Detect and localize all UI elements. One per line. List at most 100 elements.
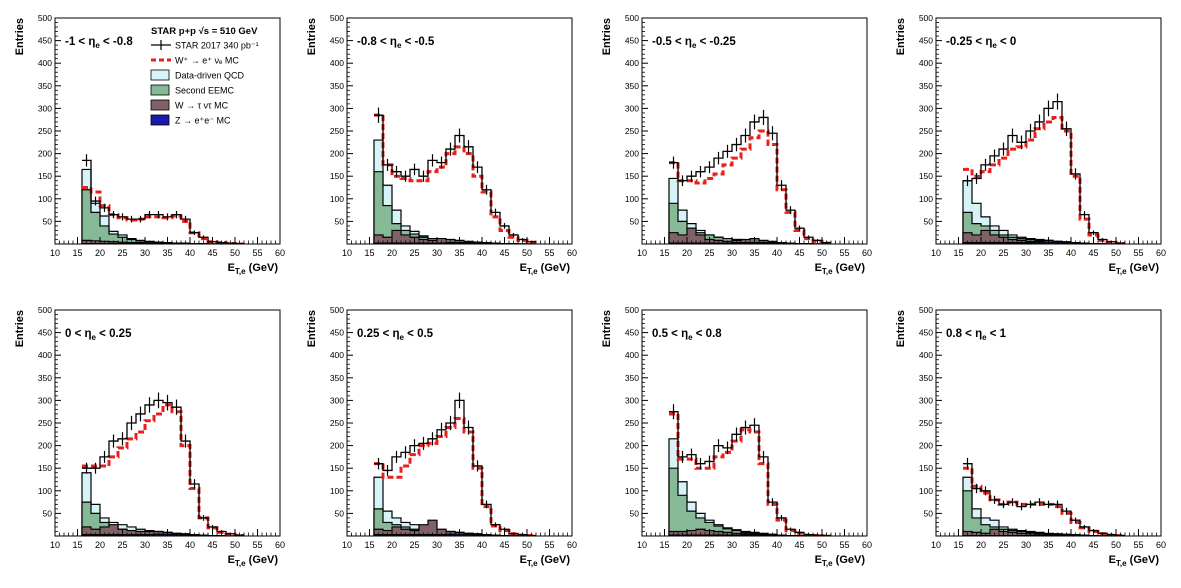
- x-tick-label: 45: [207, 540, 217, 550]
- x-tick-label: 35: [454, 540, 464, 550]
- y-tick-label: 250: [38, 418, 52, 428]
- x-tick-label: 50: [1111, 540, 1121, 550]
- x-tick-label: 55: [252, 248, 262, 258]
- x-tick-label: 50: [1111, 248, 1121, 258]
- eta-label-post: < 0.8: [693, 328, 723, 340]
- y-tick-label: 500: [330, 13, 344, 23]
- y-tick-label: 50: [630, 508, 640, 518]
- panel-eta-label: -0.5 < ηe < -0.25: [652, 36, 736, 50]
- y-tick-label: 100: [38, 486, 52, 496]
- y-tick-label: 450: [919, 328, 933, 338]
- plot-area: [669, 404, 831, 536]
- eta-label-pre: -1 < η: [65, 36, 95, 48]
- y-tick-label: 350: [625, 373, 639, 383]
- w-mc-histogram: [82, 405, 244, 536]
- panel-eta-label: 0.5 < ηe < 0.8: [652, 328, 722, 342]
- x-axis-label: ET,e (GeV): [815, 554, 866, 568]
- x-label-sub: T,e: [822, 559, 833, 568]
- legend-symbol-z: [151, 115, 169, 125]
- y-tick-label: 200: [625, 441, 639, 451]
- y-tick-label: 300: [330, 103, 344, 113]
- y-tick-label: 50: [335, 216, 345, 226]
- eta-label-post: < 1: [987, 328, 1007, 340]
- x-tick-label: 45: [1088, 248, 1098, 258]
- y-tick-label: 250: [625, 126, 639, 136]
- x-label-sub: T,e: [822, 267, 833, 276]
- x-tick-label: 10: [637, 540, 647, 550]
- x-tick-label: 25: [704, 540, 714, 550]
- eta-label-post: < -0.25: [696, 36, 736, 48]
- x-tick-label: 40: [1066, 540, 1076, 550]
- y-tick-label: 450: [625, 328, 639, 338]
- x-tick-label: 35: [749, 540, 759, 550]
- panel-eta-label: 0 < ηe < 0.25: [65, 328, 132, 342]
- x-label-sub: T,e: [235, 267, 246, 276]
- y-tick-label: 350: [330, 81, 344, 91]
- x-label-main: E: [520, 554, 527, 566]
- y-tick-label: 400: [38, 350, 52, 360]
- legend-header: STAR p+p √s = 510 GeV: [151, 26, 258, 37]
- y-axis-label: Entries: [895, 310, 907, 347]
- x-tick-label: 30: [1021, 540, 1031, 550]
- x-tick-label: 35: [1043, 248, 1053, 258]
- x-tick-label: 25: [409, 540, 419, 550]
- y-tick-label: 50: [924, 216, 934, 226]
- x-tick-label: 15: [72, 540, 82, 550]
- y-tick-label: 50: [43, 508, 53, 518]
- x-tick-label: 10: [931, 248, 941, 258]
- panel-eta-label: 0.25 < ηe < 0.5: [357, 328, 434, 342]
- x-tick-label: 20: [387, 248, 397, 258]
- x-tick-label: 25: [704, 248, 714, 258]
- y-tick-label: 500: [38, 13, 52, 23]
- x-tick-label: 55: [544, 540, 554, 550]
- x-tick-label: 55: [544, 248, 554, 258]
- x-tick-label: 30: [727, 540, 737, 550]
- y-tick-label: 250: [330, 126, 344, 136]
- y-tick-label: 400: [625, 350, 639, 360]
- y-tick-label: 350: [38, 373, 52, 383]
- x-tick-label: 20: [95, 540, 105, 550]
- x-axis-label: ET,e (GeV): [815, 262, 866, 276]
- y-tick-label: 400: [330, 58, 344, 68]
- x-tick-label: 10: [342, 248, 352, 258]
- x-tick-label: 45: [499, 540, 509, 550]
- legend-swatch: [151, 85, 169, 95]
- x-label-unit: (GeV): [833, 554, 866, 566]
- x-tick-label: 30: [140, 248, 150, 258]
- y-tick-label: 100: [625, 486, 639, 496]
- x-tick-label: 25: [998, 248, 1008, 258]
- x-tick-label: 60: [1156, 540, 1166, 550]
- x-label-sub: T,e: [235, 559, 246, 568]
- x-label-main: E: [1109, 262, 1116, 274]
- x-tick-label: 60: [862, 248, 872, 258]
- legend-swatch: [151, 115, 169, 125]
- x-label-sub: T,e: [527, 559, 538, 568]
- y-axis-label: Entries: [895, 18, 907, 55]
- y-axis-label: Entries: [601, 18, 613, 55]
- x-tick-label: 45: [794, 540, 804, 550]
- y-axis-label: Entries: [306, 310, 318, 347]
- x-tick-label: 45: [794, 248, 804, 258]
- y-tick-label: 500: [38, 305, 52, 315]
- y-tick-label: 150: [625, 171, 639, 181]
- x-label-unit: (GeV): [538, 554, 571, 566]
- x-tick-label: 15: [72, 248, 82, 258]
- y-tick-label: 50: [335, 508, 345, 518]
- y-tick-label: 150: [625, 463, 639, 473]
- y-tick-label: 150: [38, 463, 52, 473]
- x-tick-label: 15: [364, 248, 374, 258]
- x-tick-label: 20: [976, 248, 986, 258]
- plot-area: [82, 393, 244, 536]
- x-label-sub: T,e: [1116, 267, 1127, 276]
- x-tick-label: 15: [659, 540, 669, 550]
- y-tick-label: 100: [38, 194, 52, 204]
- eta-label-pre: 0.5 < η: [652, 328, 688, 340]
- x-axis-label: ET,e (GeV): [520, 554, 571, 568]
- x-tick-label: 50: [817, 540, 827, 550]
- y-tick-label: 150: [330, 463, 344, 473]
- x-tick-label: 30: [727, 248, 737, 258]
- x-tick-label: 60: [275, 248, 285, 258]
